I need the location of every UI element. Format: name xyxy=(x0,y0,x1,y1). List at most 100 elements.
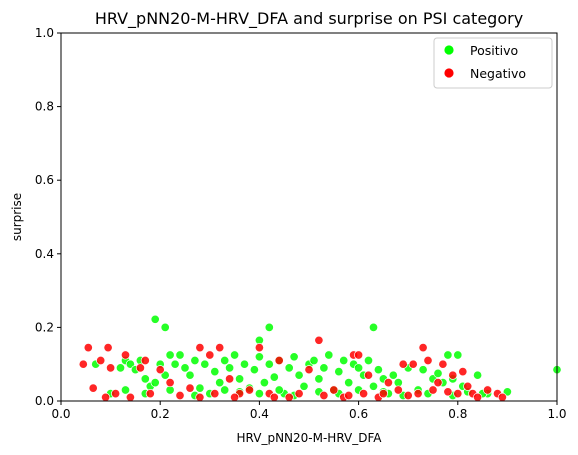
data-point-negativo xyxy=(453,389,463,399)
data-point-negativo xyxy=(428,385,438,395)
legend-label-positivo: Positivo xyxy=(470,43,518,58)
data-point-negativo xyxy=(329,385,339,395)
data-point-negativo xyxy=(363,370,374,380)
x-tick-label: 1.0 xyxy=(547,407,566,421)
y-tick-label: 0.6 xyxy=(35,173,54,187)
data-point-negativo xyxy=(458,367,468,377)
data-point-positivo xyxy=(264,322,274,332)
x-tick-label: 0.8 xyxy=(448,407,467,421)
data-point-negativo xyxy=(378,389,388,399)
data-point-positivo xyxy=(254,389,264,399)
legend-marker-positivo xyxy=(443,44,455,56)
data-point-negativo xyxy=(269,392,279,402)
data-point-negativo xyxy=(225,374,235,384)
data-points xyxy=(78,314,562,402)
x-tick-label: 0.4 xyxy=(250,407,269,421)
data-point-positivo xyxy=(319,363,329,373)
data-point-positivo xyxy=(235,374,245,384)
data-point-negativo xyxy=(106,363,116,373)
data-point-negativo xyxy=(210,389,220,399)
data-point-positivo xyxy=(433,368,443,378)
data-point-positivo xyxy=(249,365,259,375)
data-point-positivo xyxy=(115,363,126,373)
data-point-negativo xyxy=(413,389,423,399)
data-point-positivo xyxy=(368,381,379,391)
data-point-negativo xyxy=(120,350,131,360)
data-point-positivo xyxy=(334,367,344,377)
data-point-positivo xyxy=(453,350,463,360)
y-tick-label: 0.0 xyxy=(35,394,54,408)
y-axis-ticks: 0.0 0.2 0.4 0.6 0.8 1.0 xyxy=(35,26,61,408)
data-point-positivo xyxy=(289,352,299,362)
data-point-negativo xyxy=(354,350,364,360)
data-point-negativo xyxy=(344,390,354,401)
data-point-negativo xyxy=(230,392,240,402)
data-point-positivo xyxy=(314,374,324,384)
data-point-positivo xyxy=(373,365,383,375)
legend-box xyxy=(433,37,553,89)
y-tick-label: 0.8 xyxy=(35,100,54,114)
x-tick-label: 0.2 xyxy=(151,407,170,421)
data-point-negativo xyxy=(140,355,150,366)
data-point-positivo xyxy=(324,350,334,360)
data-point-positivo xyxy=(254,352,264,362)
data-point-negativo xyxy=(88,383,98,393)
data-point-negativo xyxy=(408,359,418,369)
data-point-negativo xyxy=(125,392,135,402)
data-point-negativo xyxy=(393,385,403,395)
data-point-positivo xyxy=(354,363,364,373)
y-tick-label: 1.0 xyxy=(35,26,54,40)
x-axis-ticks: 0.0 0.2 0.4 0.6 0.8 1.0 xyxy=(51,401,567,421)
data-point-negativo xyxy=(294,389,304,399)
data-point-positivo xyxy=(165,350,175,360)
data-point-negativo xyxy=(418,343,428,353)
data-point-positivo xyxy=(418,365,428,375)
data-point-negativo xyxy=(244,385,255,395)
data-point-negativo xyxy=(497,392,507,402)
legend-marker-negativo xyxy=(443,67,455,79)
data-point-negativo xyxy=(205,350,215,360)
data-point-positivo xyxy=(299,381,309,391)
data-point-positivo xyxy=(363,355,374,366)
y-tick-label: 0.4 xyxy=(35,247,54,261)
data-point-negativo xyxy=(423,355,433,366)
data-point-positivo xyxy=(150,378,160,388)
data-point-positivo xyxy=(200,359,210,369)
data-point-positivo xyxy=(190,355,200,366)
data-point-negativo xyxy=(165,378,175,388)
data-point-negativo xyxy=(195,392,205,402)
data-point-positivo xyxy=(210,367,220,377)
chart-title: HRV_pNN20-M-HRV_DFA and surprise on PSI … xyxy=(95,9,523,29)
data-point-negativo xyxy=(103,343,113,353)
data-point-negativo xyxy=(398,359,408,369)
data-point-positivo xyxy=(180,363,190,373)
data-point-negativo xyxy=(96,355,106,366)
data-point-positivo xyxy=(274,385,284,395)
y-axis-label: surprise xyxy=(10,193,24,241)
data-point-negativo xyxy=(83,343,93,353)
data-point-negativo xyxy=(433,378,443,388)
data-point-negativo xyxy=(78,359,88,369)
y-tick-label: 0.2 xyxy=(35,320,54,334)
data-point-positivo xyxy=(259,378,269,388)
data-point-negativo xyxy=(438,359,448,369)
data-point-negativo xyxy=(304,365,314,375)
data-point-positivo xyxy=(388,370,398,380)
data-point-positivo xyxy=(239,359,250,369)
data-point-positivo xyxy=(368,322,379,332)
data-point-positivo xyxy=(220,385,230,395)
legend: Positivo Negativo xyxy=(433,37,553,89)
data-point-negativo xyxy=(443,387,453,397)
data-point-negativo xyxy=(483,385,493,395)
data-point-negativo xyxy=(135,363,145,373)
data-point-positivo xyxy=(120,385,131,395)
data-point-positivo xyxy=(140,374,150,384)
data-point-positivo xyxy=(443,350,453,360)
data-point-negativo xyxy=(155,365,165,375)
plot-frame xyxy=(60,32,558,402)
data-point-negativo xyxy=(215,343,225,353)
data-point-positivo xyxy=(264,359,274,369)
data-point-positivo xyxy=(284,363,294,373)
data-point-positivo xyxy=(269,372,279,382)
